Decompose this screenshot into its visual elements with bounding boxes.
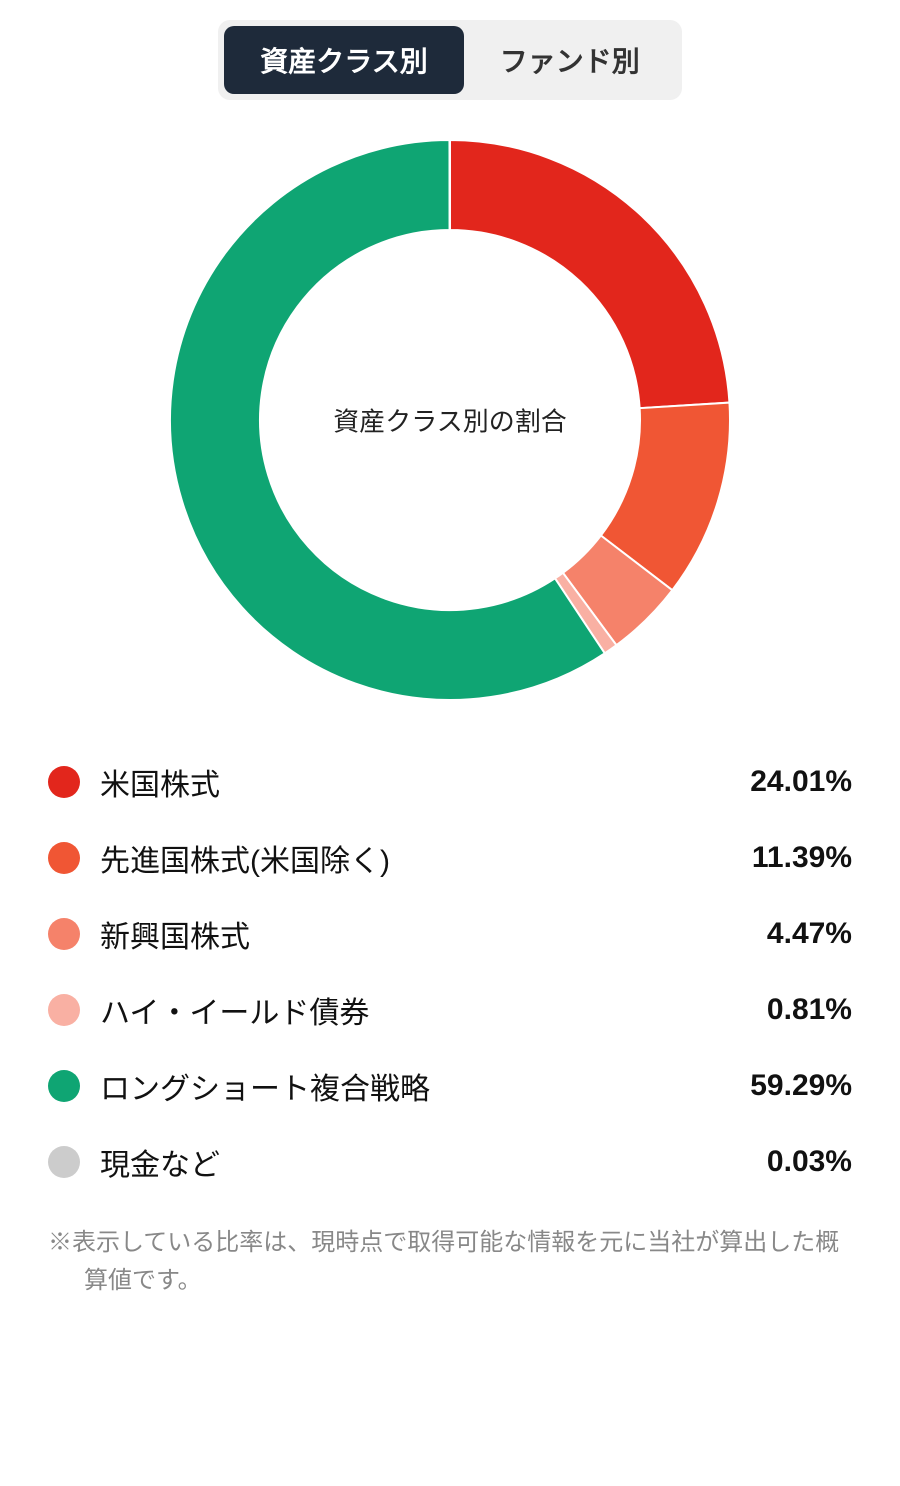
legend-left: 現金など [48,1140,220,1184]
legend-value: 59.29% [750,1069,852,1103]
tab-group: 資産クラス別 ファンド別 [218,20,681,100]
legend-value: 0.03% [767,1145,852,1179]
donut-slice [449,140,450,230]
legend-left: 先進国株式(米国除く) [48,836,390,880]
chart-center-label: 資産クラス別の割合 [333,402,566,439]
legend-label: 先進国株式(米国除く) [100,836,390,880]
legend-label: ロングショート複合戦略 [100,1064,430,1108]
legend-label: ハイ・イールド債券 [100,988,369,1032]
legend-dot-icon [48,994,80,1026]
legend-label: 新興国株式 [100,912,250,956]
legend-label: 米国株式 [100,760,220,804]
legend-row: 先進国株式(米国除く) 11.39% [48,836,852,880]
legend-dot-icon [48,918,80,950]
legend: 米国株式 24.01% 先進国株式(米国除く) 11.39% 新興国株式 4.47% ハイ・… [40,760,860,1184]
tab-fund[interactable]: ファンド別 [464,26,676,94]
legend-value: 11.39% [752,841,852,875]
legend-row: 現金など 0.03% [48,1140,852,1184]
tab-asset-class[interactable]: 資産クラス別 [224,26,463,94]
legend-left: 新興国株式 [48,912,250,956]
legend-label: 現金など [100,1140,220,1184]
legend-row: 米国株式 24.01% [48,760,852,804]
legend-left: ロングショート複合戦略 [48,1064,430,1108]
donut-chart: 資産クラス別の割合 [170,140,730,700]
footnote: ※表示している比率は、現時点で取得可能な情報を元に当社が算出した概算値です。 [40,1224,860,1301]
legend-value: 4.47% [767,917,852,951]
legend-value: 0.81% [767,993,852,1027]
legend-dot-icon [48,1146,80,1178]
legend-dot-icon [48,766,80,798]
legend-dot-icon [48,842,80,874]
legend-row: 新興国株式 4.47% [48,912,852,956]
legend-value: 24.01% [750,765,852,799]
legend-dot-icon [48,1070,80,1102]
donut-slice [450,140,729,408]
legend-row: ハイ・イールド債券 0.81% [48,988,852,1032]
legend-left: 米国株式 [48,760,220,804]
legend-left: ハイ・イールド債券 [48,988,369,1032]
legend-row: ロングショート複合戦略 59.29% [48,1064,852,1108]
